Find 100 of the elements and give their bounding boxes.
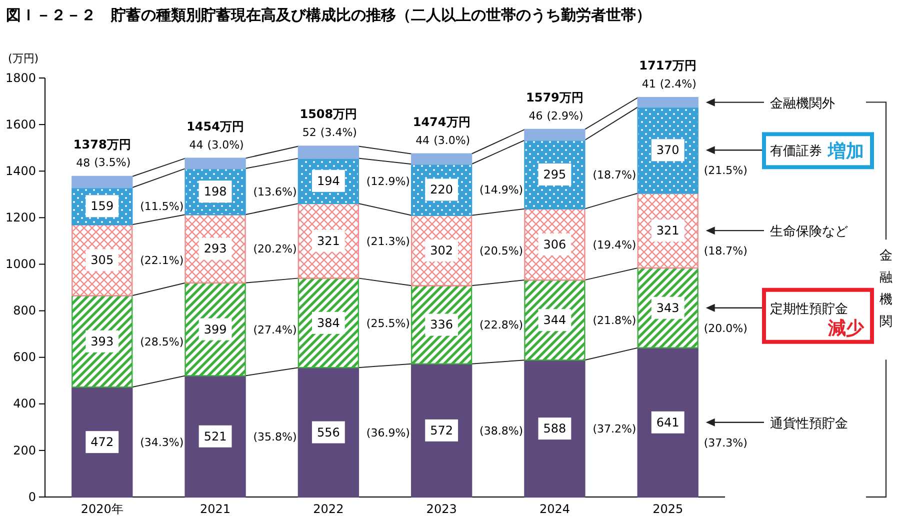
annotation: (13.6%) bbox=[253, 186, 297, 199]
bar bbox=[410, 153, 472, 165]
text: 金融機関外 bbox=[770, 96, 835, 112]
y-tick-label: 1600 bbox=[5, 117, 36, 132]
bar bbox=[637, 347, 698, 498]
bar bbox=[410, 363, 472, 498]
total-label: 1378万円 bbox=[73, 137, 131, 152]
bar bbox=[72, 386, 133, 498]
total-label: 1454万円 bbox=[186, 119, 244, 134]
y-tick-label: 800 bbox=[13, 304, 36, 318]
data-label: 48 bbox=[76, 156, 90, 170]
data-label: 588 bbox=[543, 422, 566, 436]
annotation: (34.3%) bbox=[140, 436, 184, 450]
bar bbox=[524, 128, 586, 141]
data-label: 336 bbox=[430, 318, 454, 332]
text: 生命保険など bbox=[770, 224, 848, 240]
data-label: 302 bbox=[430, 243, 454, 258]
data-label: 472 bbox=[90, 435, 114, 450]
annotation: (19.4%) bbox=[592, 238, 636, 252]
x-tick-label: 2022 bbox=[313, 502, 344, 516]
y-tick-label: 1800 bbox=[5, 70, 36, 85]
y-tick-label: 0 bbox=[28, 490, 36, 504]
data-label: 572 bbox=[430, 423, 454, 438]
annotation: (27.4%) bbox=[253, 323, 297, 336]
annotation: (21.3%) bbox=[366, 234, 410, 248]
total-label: 1474万円 bbox=[412, 114, 470, 129]
y-tick-label: 1400 bbox=[5, 164, 36, 178]
data-label: 46 bbox=[528, 109, 543, 122]
text: 増加 bbox=[827, 140, 864, 162]
annotation: (20.5%) bbox=[480, 244, 524, 258]
annotation: (28.5%) bbox=[140, 335, 184, 348]
y-tick-label: 600 bbox=[13, 350, 36, 364]
annotation: (3.0%) bbox=[434, 134, 470, 147]
bar bbox=[298, 366, 360, 498]
annotation: (12.9%) bbox=[366, 174, 410, 188]
annotation: (37.2%) bbox=[592, 422, 636, 436]
data-label: 556 bbox=[316, 425, 340, 440]
annotation: (2.4%) bbox=[660, 77, 696, 90]
data-label: 44 bbox=[416, 134, 430, 147]
annotation: (21.8%) bbox=[592, 314, 636, 328]
text: 有価証券 bbox=[770, 144, 822, 160]
bar bbox=[298, 146, 360, 159]
bar bbox=[184, 158, 246, 170]
annotation: (14.9%) bbox=[480, 184, 524, 197]
annotation: (22.8%) bbox=[480, 318, 524, 332]
data-label: 343 bbox=[656, 300, 680, 315]
annotation: (18.7%) bbox=[592, 168, 636, 182]
data-label: 344 bbox=[543, 313, 566, 328]
text: 定期性預貯金 bbox=[770, 302, 848, 317]
annotation: (3.5%) bbox=[94, 156, 131, 170]
data-label: 306 bbox=[543, 237, 566, 252]
annotation: (3.4%) bbox=[320, 126, 357, 139]
annotation: (37.3%) bbox=[704, 436, 748, 450]
annotation: (38.8%) bbox=[480, 424, 524, 438]
data-label: 220 bbox=[430, 182, 454, 197]
total-label: 1717万円 bbox=[639, 58, 697, 73]
annotation: (3.0%) bbox=[207, 138, 244, 152]
annotation: (20.2%) bbox=[253, 242, 297, 256]
x-tick-label: 2024 bbox=[539, 502, 570, 516]
bar bbox=[72, 176, 133, 188]
y-tick-label: 1200 bbox=[5, 210, 36, 225]
data-label: 641 bbox=[656, 415, 680, 430]
data-label: 393 bbox=[90, 334, 114, 348]
x-tick-label: 2025 bbox=[652, 502, 684, 516]
chart-title: 図Ｉ－２－２ 貯蓄の種類別貯蓄現在高及び構成比の推移（二人以上の世帯のうち勤労者世帯） bbox=[6, 6, 651, 24]
data-label: 370 bbox=[656, 143, 680, 158]
data-label: 321 bbox=[316, 234, 340, 248]
bar bbox=[184, 375, 246, 498]
annotation: (18.7%) bbox=[704, 244, 748, 258]
annotation: (25.5%) bbox=[366, 316, 410, 330]
data-label: 384 bbox=[316, 316, 340, 330]
text: 金融機関 bbox=[880, 248, 892, 330]
x-tick-label: 2020年 bbox=[80, 502, 124, 516]
data-label: 295 bbox=[543, 167, 566, 182]
annotation: (20.0%) bbox=[704, 322, 748, 335]
data-label: 521 bbox=[204, 429, 227, 444]
annotation: (22.1%) bbox=[140, 254, 184, 268]
bar bbox=[72, 295, 133, 388]
x-tick-label: 2023 bbox=[426, 502, 457, 516]
data-label: 321 bbox=[656, 224, 680, 238]
annotation: (36.9%) bbox=[366, 426, 410, 440]
bar bbox=[637, 96, 698, 108]
data-label: 305 bbox=[90, 253, 114, 268]
data-label: 198 bbox=[204, 184, 227, 199]
y-tick-label: 1000 bbox=[5, 257, 36, 272]
text: 減少 bbox=[827, 318, 865, 339]
data-label: 41 bbox=[642, 78, 656, 91]
annotation: (2.9%) bbox=[546, 109, 584, 122]
text: 通貨性預貯金 bbox=[770, 416, 848, 432]
y-tick-label: 400 bbox=[13, 396, 36, 411]
data-label: 159 bbox=[90, 199, 114, 214]
annotation: (21.5%) bbox=[704, 164, 748, 178]
annotation: (35.8%) bbox=[253, 430, 297, 444]
x-tick-label: 2021 bbox=[200, 502, 231, 516]
data-label: 194 bbox=[316, 174, 340, 188]
total-label: 1579万円 bbox=[526, 90, 584, 104]
bar bbox=[184, 282, 246, 376]
data-label: 44 bbox=[189, 138, 204, 152]
data-label: 293 bbox=[204, 242, 227, 256]
annotation: (11.5%) bbox=[140, 200, 184, 214]
